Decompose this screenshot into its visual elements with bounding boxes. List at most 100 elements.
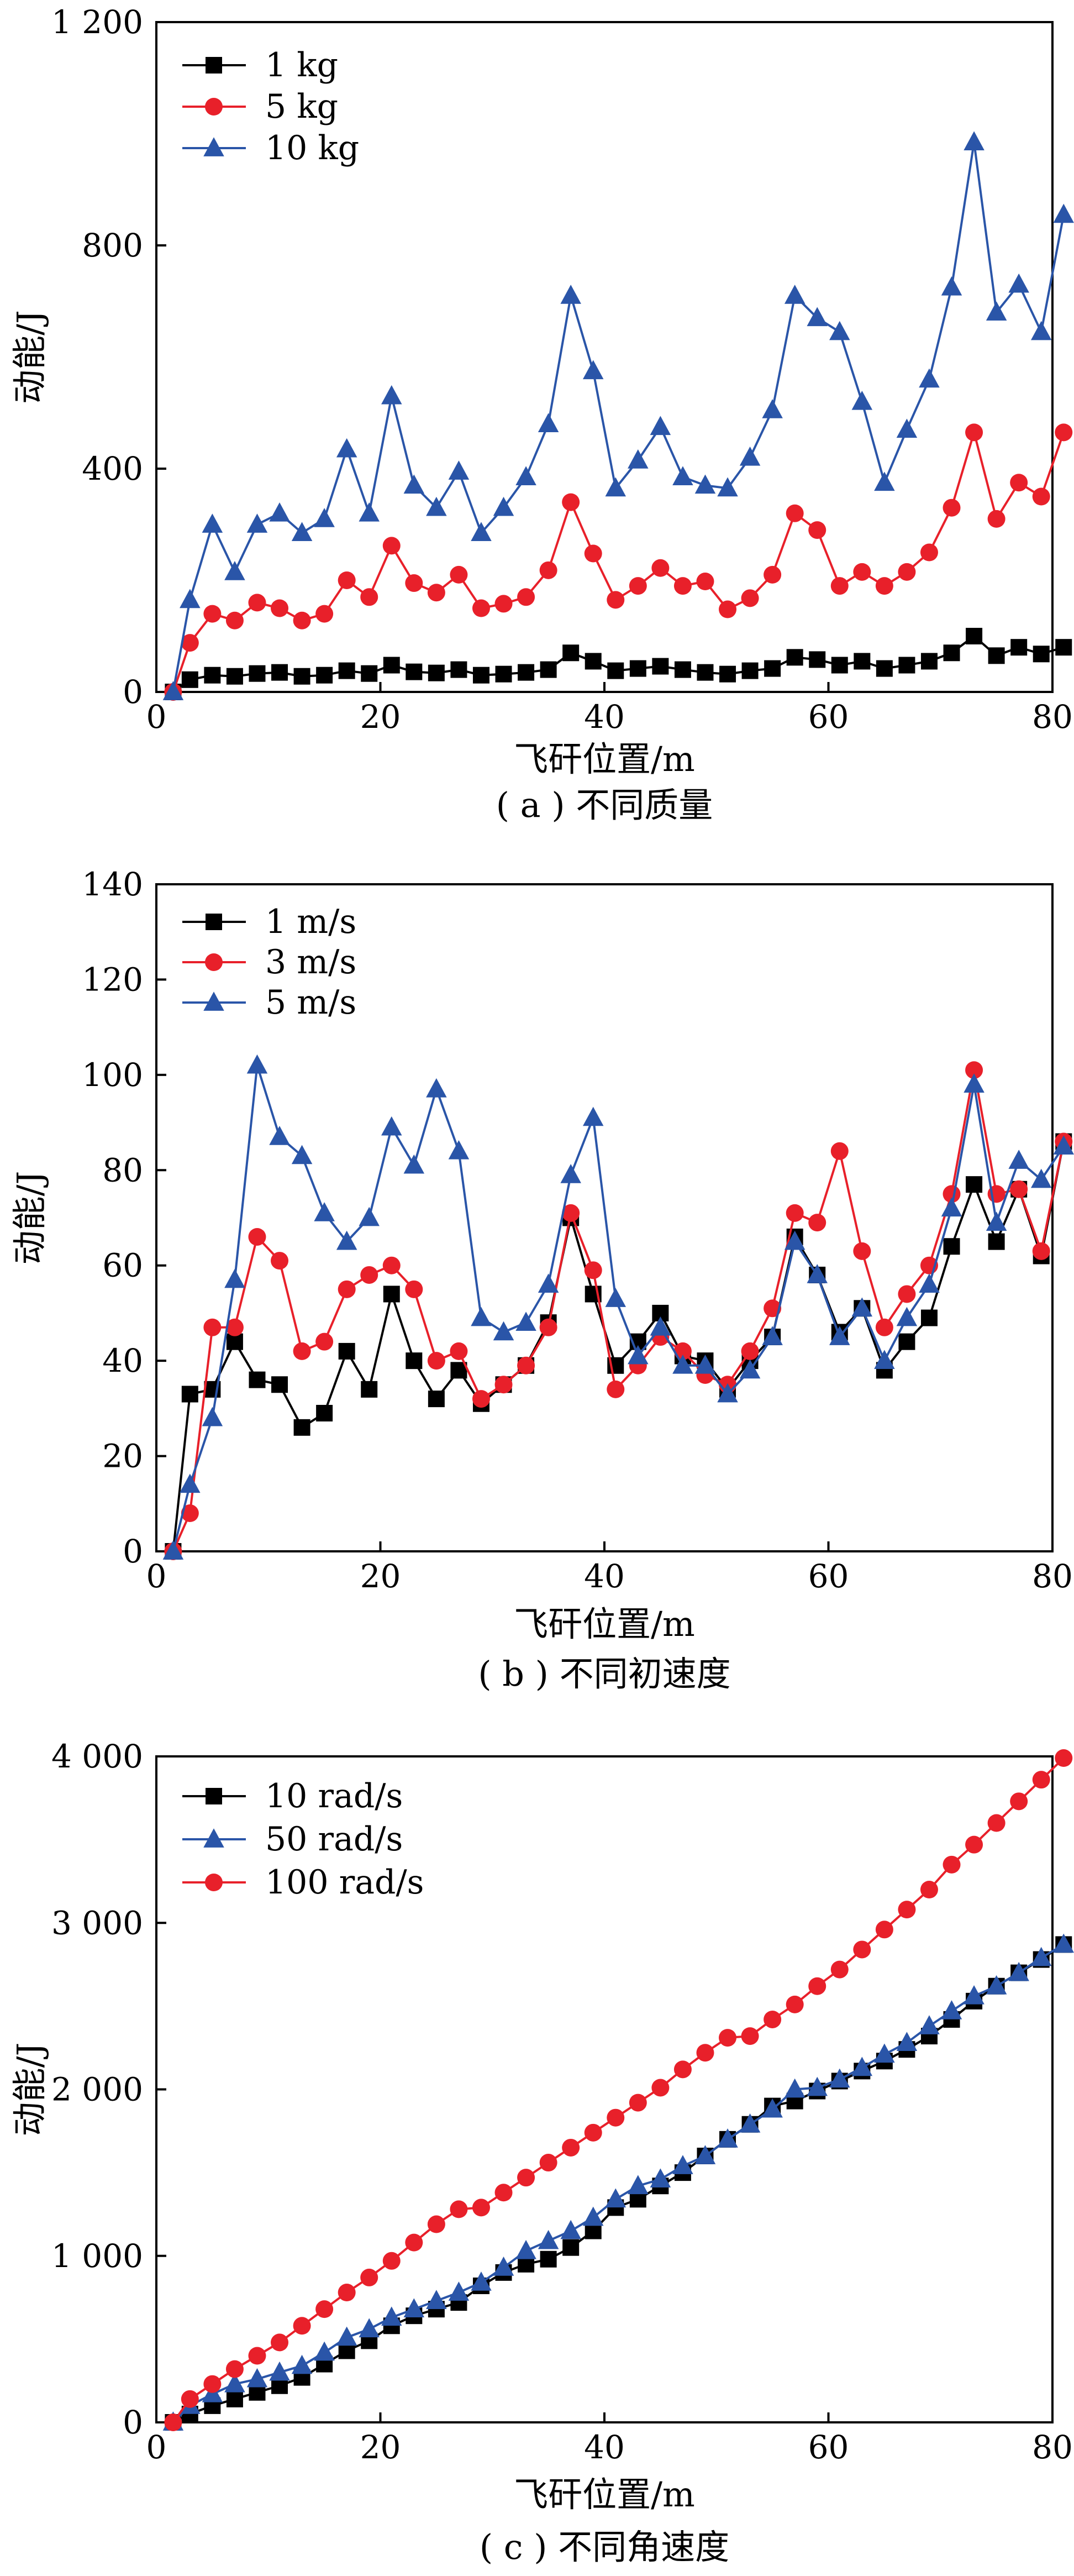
data-point-c-2 [225, 2360, 244, 2378]
x-tick-label-b: 60 [808, 1557, 849, 1595]
data-point-c-2 [830, 1960, 849, 1979]
data-point-c-1 [717, 2128, 738, 2148]
data-point-a-2 [829, 321, 850, 340]
data-point-b-0 [383, 1286, 400, 1303]
data-point-b-1 [562, 1204, 580, 1222]
data-point-b-1 [248, 1227, 266, 1246]
data-point-a-1 [382, 537, 401, 555]
chart-caption-c: ( c ) 不同角速度 [480, 2527, 729, 2567]
data-point-c-1 [650, 2168, 671, 2188]
chart-caption-a: ( a ) 不同质量 [496, 785, 713, 825]
y-axis-label-b: 动能/J [9, 1171, 50, 1265]
data-point-c-1 [403, 2298, 425, 2317]
data-point-a-2 [448, 460, 470, 480]
data-point-b-1 [360, 1266, 378, 1284]
legend-marker-b-2 [203, 991, 224, 1011]
data-point-c-1 [224, 2373, 245, 2393]
data-point-a-0 [406, 663, 423, 680]
data-point-b-1 [1010, 1180, 1028, 1198]
data-point-c-2 [741, 2027, 759, 2045]
legend-label-b-1: 3 m/s [265, 943, 356, 982]
data-point-a-0 [652, 658, 669, 675]
data-point-a-0 [764, 660, 781, 677]
data-point-a-0 [1055, 639, 1072, 656]
data-point-a-2 [1053, 203, 1074, 223]
data-point-a-0 [943, 644, 960, 662]
series-a-1 [164, 423, 1073, 701]
data-point-a-2 [493, 496, 514, 516]
y-tick-label-b: 60 [102, 1247, 143, 1284]
series-a-2 [162, 131, 1074, 700]
y-tick-label-a: 0 [123, 673, 143, 711]
data-point-c-1 [246, 2368, 268, 2388]
chart-panel-c: 0 20 40 60 80 0 1 000 2 000 3 000 4 000 飞矸位置/m 动能/J… [0, 1719, 1074, 2576]
data-point-c-1 [515, 2239, 536, 2259]
data-point-a-1 [315, 605, 334, 623]
data-point-a-1 [920, 543, 938, 562]
y-tick-label-a: 1 200 [51, 3, 143, 41]
y-tick-label-b: 20 [102, 1437, 143, 1475]
data-point-b-0 [361, 1381, 378, 1398]
x-tick-label-a: 20 [360, 698, 401, 736]
data-point-a-1 [629, 577, 647, 595]
legend-label-a-1: 5 kg [265, 87, 338, 126]
data-point-c-2 [1055, 1749, 1073, 1767]
data-point-a-2 [941, 276, 962, 296]
data-point-b-0 [920, 1309, 938, 1326]
data-point-a-2 [986, 301, 1007, 321]
data-point-a-2 [202, 513, 223, 533]
data-point-b-1 [808, 1214, 826, 1232]
data-point-a-1 [248, 594, 266, 612]
data-point-b-2 [1008, 1150, 1029, 1169]
data-point-a-0 [204, 667, 221, 684]
data-point-b-1 [472, 1390, 490, 1408]
data-point-b-2 [314, 1202, 335, 1221]
legend-label-a-0: 1 kg [265, 46, 338, 85]
data-point-a-2 [291, 522, 313, 541]
x-tick-label-b: 40 [584, 1557, 625, 1595]
data-point-a-1 [898, 563, 916, 581]
data-point-a-0 [540, 661, 557, 678]
data-point-b-0 [338, 1342, 355, 1360]
data-point-b-0 [898, 1333, 915, 1350]
data-point-a-2 [246, 513, 268, 533]
data-point-a-0 [316, 667, 333, 684]
data-point-b-1 [898, 1285, 916, 1303]
data-point-a-1 [584, 544, 602, 563]
data-point-b-1 [225, 1318, 244, 1336]
data-point-a-1 [965, 423, 983, 442]
data-point-c-1 [672, 2155, 693, 2174]
data-point-b-2 [807, 1264, 828, 1283]
data-point-a-0 [1033, 646, 1050, 663]
data-point-b-2 [336, 1230, 357, 1250]
data-point-a-1 [853, 563, 871, 581]
data-point-b-1 [875, 1318, 893, 1336]
data-point-b-2 [762, 1326, 783, 1345]
data-point-c-1 [582, 2206, 604, 2226]
legend-marker-a-1 [205, 98, 223, 116]
data-point-c-2 [943, 1855, 961, 1874]
legend-marker-c-1 [203, 1828, 224, 1848]
data-point-b-2 [605, 1288, 626, 1307]
y-tick-label-c: 3 000 [51, 1904, 143, 1942]
data-point-c-2 [315, 2300, 334, 2318]
data-point-b-1 [830, 1142, 849, 1160]
data-point-b-2 [269, 1126, 290, 1145]
data-point-a-2 [964, 131, 984, 150]
data-point-a-2 [381, 385, 402, 405]
data-point-a-1 [786, 504, 804, 522]
data-point-c-2 [696, 2044, 714, 2062]
chart-caption-b: ( b ) 不同初速度 [478, 1654, 730, 1694]
y-tick-label-a: 400 [82, 450, 143, 487]
series-c-2 [164, 1749, 1073, 2431]
data-point-a-0 [472, 667, 489, 684]
data-point-a-0 [338, 662, 355, 679]
data-point-c-2 [673, 2060, 692, 2079]
data-point-b-2 [291, 1145, 313, 1164]
data-point-c-0 [226, 2390, 243, 2407]
x-tick-label-b: 0 [146, 1557, 167, 1595]
data-point-a-1 [562, 493, 580, 511]
data-point-c-1 [628, 2175, 649, 2195]
